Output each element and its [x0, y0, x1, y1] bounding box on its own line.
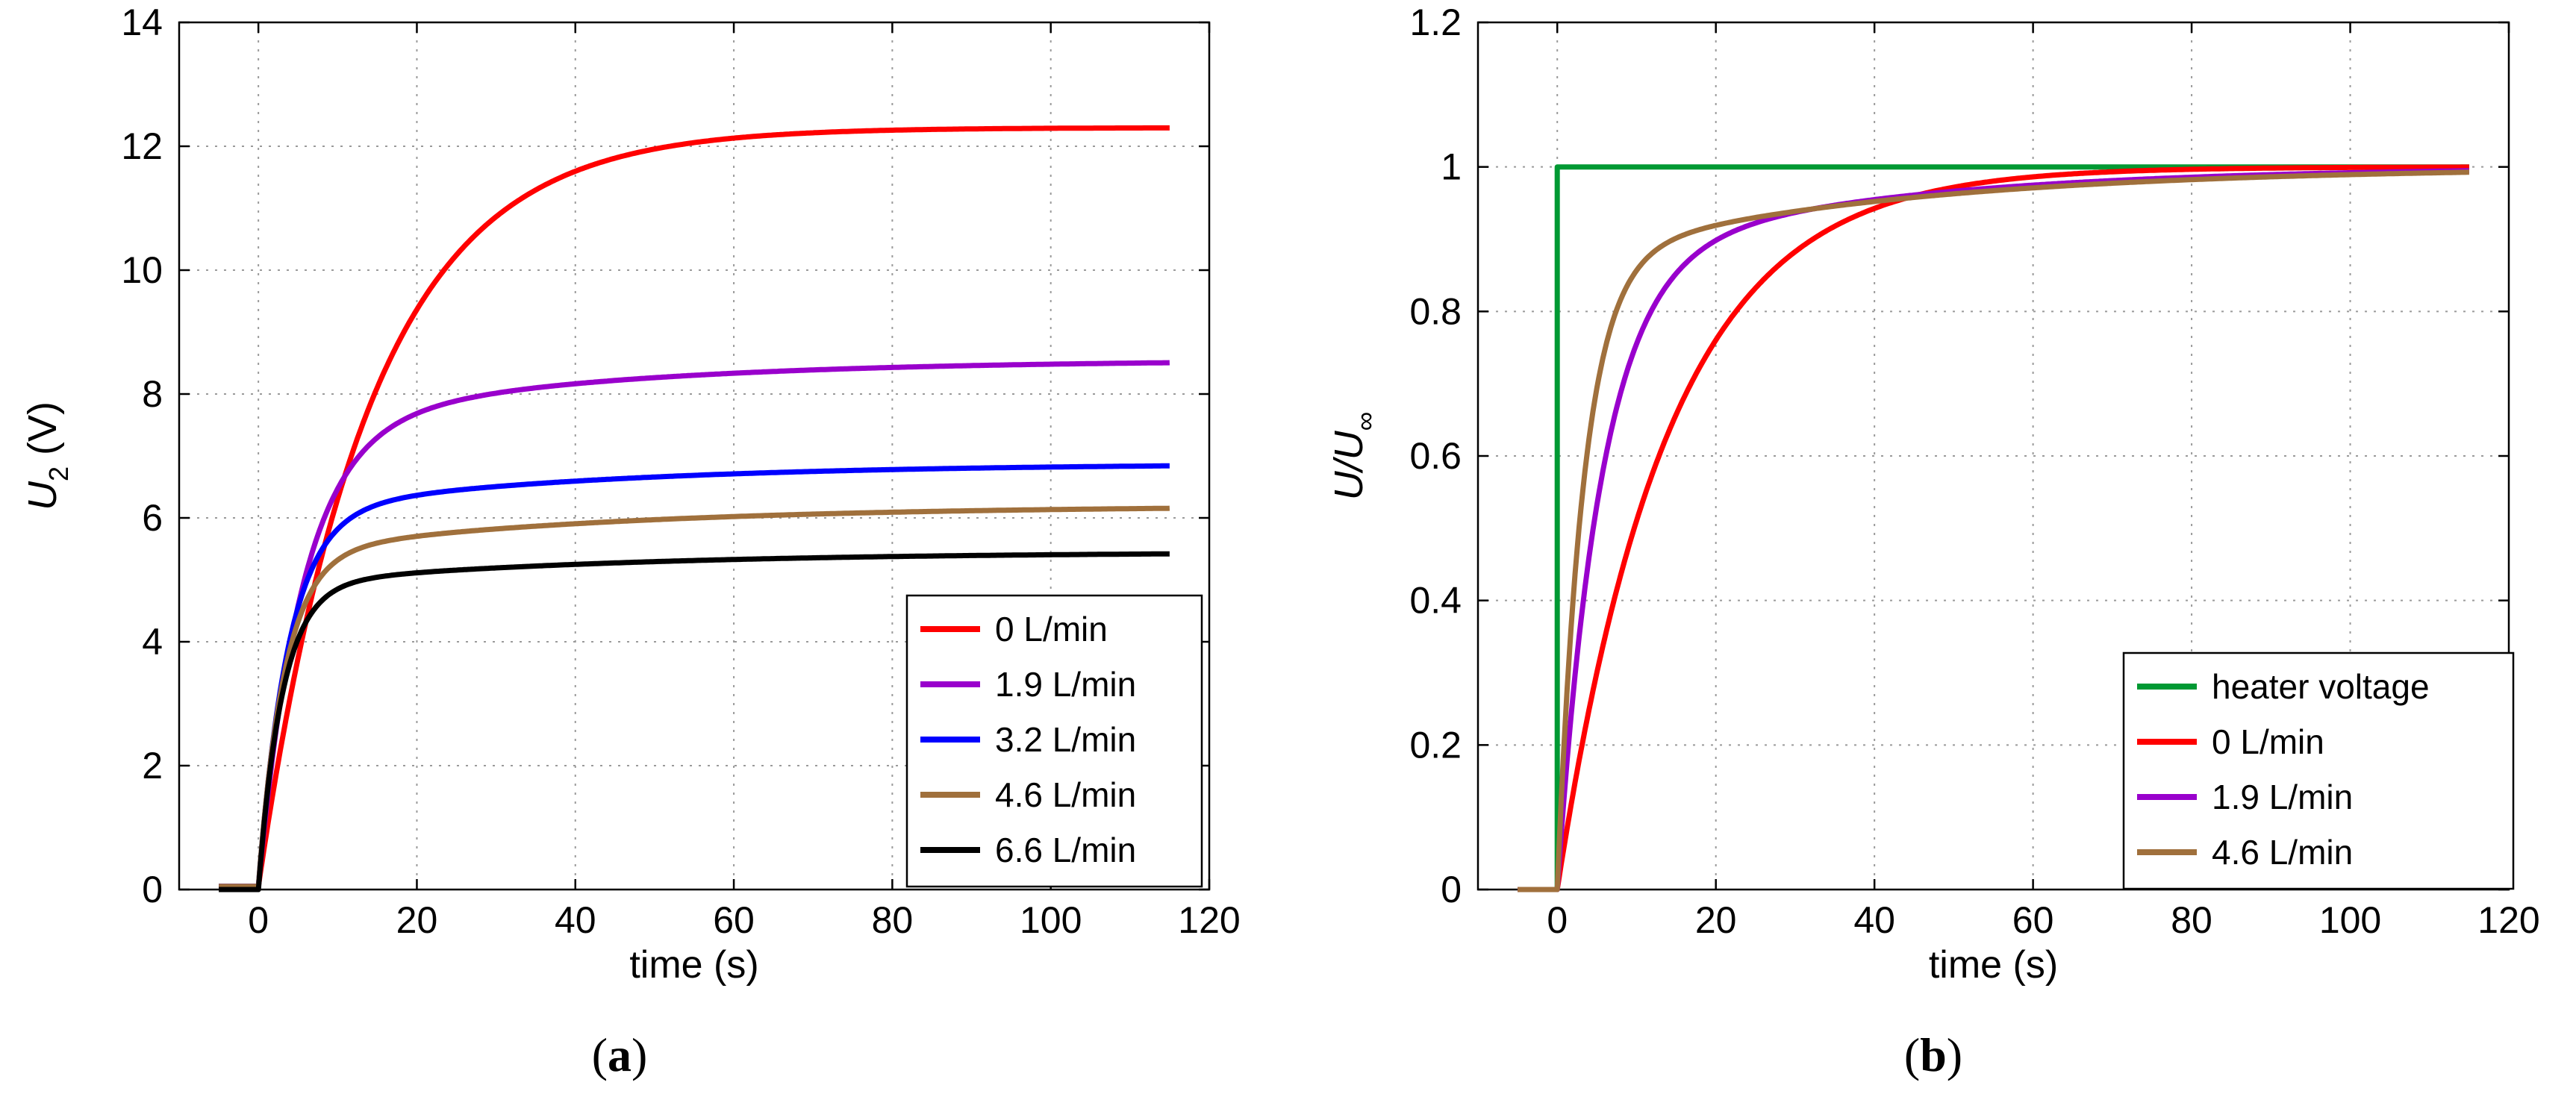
- legend-label: 0 L/min: [995, 610, 1108, 648]
- x-tick-label: 0: [1547, 899, 1568, 941]
- y-tick-label: 0: [142, 869, 163, 910]
- x-tick-label: 60: [713, 899, 755, 941]
- series-line: [219, 360, 1170, 890]
- series-line: [219, 551, 1170, 893]
- legend-label: 3.2 L/min: [995, 720, 1136, 759]
- panel-caption: (a): [592, 1028, 648, 1081]
- y-tick-label: 14: [121, 1, 163, 43]
- series-line: [219, 463, 1170, 890]
- legend-label: 1.9 L/min: [2212, 778, 2353, 816]
- y-tick-label: 0.4: [1409, 580, 1462, 622]
- y-tick-label: 0.2: [1409, 724, 1462, 766]
- legend-label: 6.6 L/min: [995, 831, 1136, 869]
- series-line: [219, 125, 1170, 890]
- series-line: [1518, 164, 2470, 893]
- x-tick-label: 60: [2012, 899, 2054, 941]
- y-tick-label: 12: [121, 125, 163, 167]
- y-tick-label: 1.2: [1409, 1, 1462, 43]
- x-tick-label: 120: [1178, 899, 1240, 941]
- series-line: [219, 505, 1170, 890]
- plot-frame: [178, 21, 1211, 891]
- x-axis-label: time (s): [629, 943, 758, 987]
- legend-label: 4.6 L/min: [2212, 833, 2353, 872]
- x-tick-label: 20: [1695, 899, 1737, 941]
- y-axis-label: U/U∞: [1326, 412, 1380, 501]
- legend-label: 1.9 L/min: [995, 665, 1136, 704]
- x-tick-label: 40: [1853, 899, 1895, 941]
- x-tick-label: 40: [555, 899, 596, 941]
- y-tick-label: 0: [1441, 869, 1462, 910]
- y-axis-label: U2 (V): [20, 401, 74, 510]
- y-tick-label: 0.8: [1409, 290, 1462, 332]
- y-tick-label: 2: [142, 745, 163, 787]
- y-tick-label: 8: [142, 373, 163, 415]
- chart-panel-b: 0 20 40 60 80 100 120 0 0.2 0.4 0.6 0.8 1 1.2 time (s)…: [1326, 1, 2540, 1081]
- x-tick-label: 0: [248, 899, 269, 941]
- x-tick-label: 80: [2171, 899, 2212, 941]
- legend-label: 4.6 L/min: [995, 775, 1136, 814]
- x-tick-label: 100: [1020, 899, 1082, 941]
- legend-label: heater voltage: [2212, 667, 2430, 706]
- y-tick-label: 4: [142, 621, 163, 663]
- y-tick-label: 1: [1441, 146, 1462, 188]
- series-line: [1518, 169, 2470, 893]
- x-tick-label: 20: [396, 899, 438, 941]
- y-tick-label: 0.6: [1409, 435, 1462, 477]
- x-tick-label: 120: [2477, 899, 2539, 941]
- y-tick-label: 10: [121, 249, 163, 291]
- panel-caption: (b): [1904, 1028, 1962, 1081]
- y-tick-label: 6: [142, 497, 163, 539]
- x-tick-label: 100: [2319, 899, 2381, 941]
- chart-panel-a: 0 20 40 60 80 100 120 0 2 4 6 8 10 12 14 time (s) U2 (V)…: [20, 1, 1241, 1081]
- legend-label: 0 L/min: [2212, 722, 2324, 761]
- x-tick-label: 80: [872, 899, 914, 941]
- x-axis-label: time (s): [1929, 943, 2058, 987]
